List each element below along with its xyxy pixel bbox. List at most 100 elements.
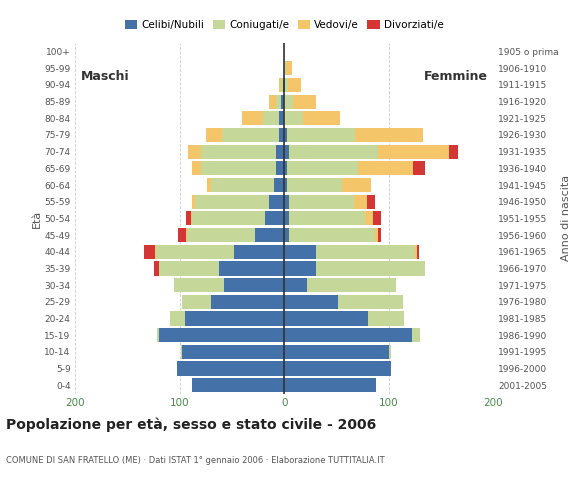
Bar	[201, 144, 276, 159]
Bar	[266, 211, 284, 226]
Bar	[289, 194, 354, 209]
Bar	[375, 228, 378, 242]
Bar	[193, 161, 201, 175]
Bar	[224, 278, 284, 292]
Bar	[195, 194, 269, 209]
Bar	[339, 295, 403, 309]
Bar	[283, 78, 284, 92]
Bar	[287, 178, 342, 192]
Bar	[284, 312, 368, 325]
Bar	[207, 178, 211, 192]
Bar	[281, 78, 283, 92]
Bar	[284, 345, 389, 359]
Bar	[193, 211, 266, 226]
Bar	[412, 328, 420, 342]
Bar	[284, 194, 289, 209]
Y-axis label: Anno di nascita: Anno di nascita	[561, 175, 571, 262]
Bar	[159, 262, 219, 276]
Bar	[287, 128, 355, 142]
Bar	[182, 295, 211, 309]
Bar	[284, 211, 289, 226]
Bar	[415, 245, 417, 259]
Bar	[417, 245, 419, 259]
Bar	[206, 128, 222, 142]
Bar	[182, 345, 284, 359]
Legend: Celibi/Nubili, Coniugati/e, Vedovi/e, Divorziati/e: Celibi/Nubili, Coniugati/e, Vedovi/e, Di…	[121, 16, 448, 35]
Bar	[284, 278, 307, 292]
Text: Popolazione per età, sesso e stato civile - 2006: Popolazione per età, sesso e stato civil…	[6, 418, 376, 432]
Bar	[307, 278, 396, 292]
Bar	[284, 61, 287, 75]
Text: Femmine: Femmine	[424, 70, 488, 83]
Bar	[288, 78, 301, 92]
Bar	[279, 111, 284, 125]
Bar	[303, 111, 339, 125]
Text: Maschi: Maschi	[81, 70, 129, 83]
Bar	[279, 78, 281, 92]
Bar	[269, 194, 284, 209]
Bar	[284, 128, 287, 142]
Bar	[177, 228, 186, 242]
Bar	[284, 111, 303, 125]
Bar	[269, 95, 276, 108]
Bar	[358, 161, 412, 175]
Bar	[289, 211, 365, 226]
Bar	[284, 144, 289, 159]
Bar	[284, 378, 376, 392]
Bar	[242, 111, 263, 125]
Bar	[285, 78, 288, 92]
Bar	[173, 278, 224, 292]
Bar	[193, 378, 284, 392]
Bar	[365, 211, 373, 226]
Bar	[289, 228, 375, 242]
Bar	[284, 361, 391, 376]
Bar	[154, 262, 159, 276]
Bar	[287, 61, 292, 75]
Bar	[211, 178, 274, 192]
Bar	[276, 144, 284, 159]
Bar	[354, 194, 367, 209]
Bar	[292, 95, 316, 108]
Bar	[181, 345, 182, 359]
Bar	[276, 95, 281, 108]
Bar	[284, 245, 316, 259]
Text: COMUNE DI SAN FRATELLO (ME) · Dati ISTAT 1° gennaio 2006 · Elaborazione TUTTITAL: COMUNE DI SAN FRATELLO (ME) · Dati ISTAT…	[6, 456, 385, 465]
Bar	[159, 328, 284, 342]
Bar	[186, 211, 191, 226]
Bar	[284, 161, 287, 175]
Bar	[155, 245, 156, 259]
Bar	[284, 328, 412, 342]
Bar	[284, 262, 316, 276]
Bar	[412, 161, 425, 175]
Bar	[177, 361, 284, 376]
Bar	[378, 228, 381, 242]
Bar	[193, 194, 195, 209]
Bar	[234, 245, 284, 259]
Bar	[367, 194, 375, 209]
Bar	[219, 262, 284, 276]
Bar	[373, 211, 381, 226]
Bar	[211, 295, 284, 309]
Bar	[263, 111, 279, 125]
Bar	[342, 178, 371, 192]
Bar	[186, 228, 187, 242]
Bar	[156, 245, 234, 259]
Bar	[157, 328, 159, 342]
Bar	[316, 245, 415, 259]
Bar	[284, 228, 289, 242]
Bar	[389, 345, 391, 359]
Bar	[171, 312, 185, 325]
Bar	[274, 178, 284, 192]
Bar	[368, 312, 404, 325]
Bar	[144, 245, 155, 259]
Bar	[191, 211, 193, 226]
Bar	[449, 144, 458, 159]
Bar	[289, 144, 378, 159]
Bar	[185, 312, 284, 325]
Bar	[316, 262, 425, 276]
Bar	[355, 128, 423, 142]
Bar	[284, 78, 285, 92]
Bar	[276, 161, 284, 175]
Bar	[187, 228, 255, 242]
Bar	[284, 295, 339, 309]
